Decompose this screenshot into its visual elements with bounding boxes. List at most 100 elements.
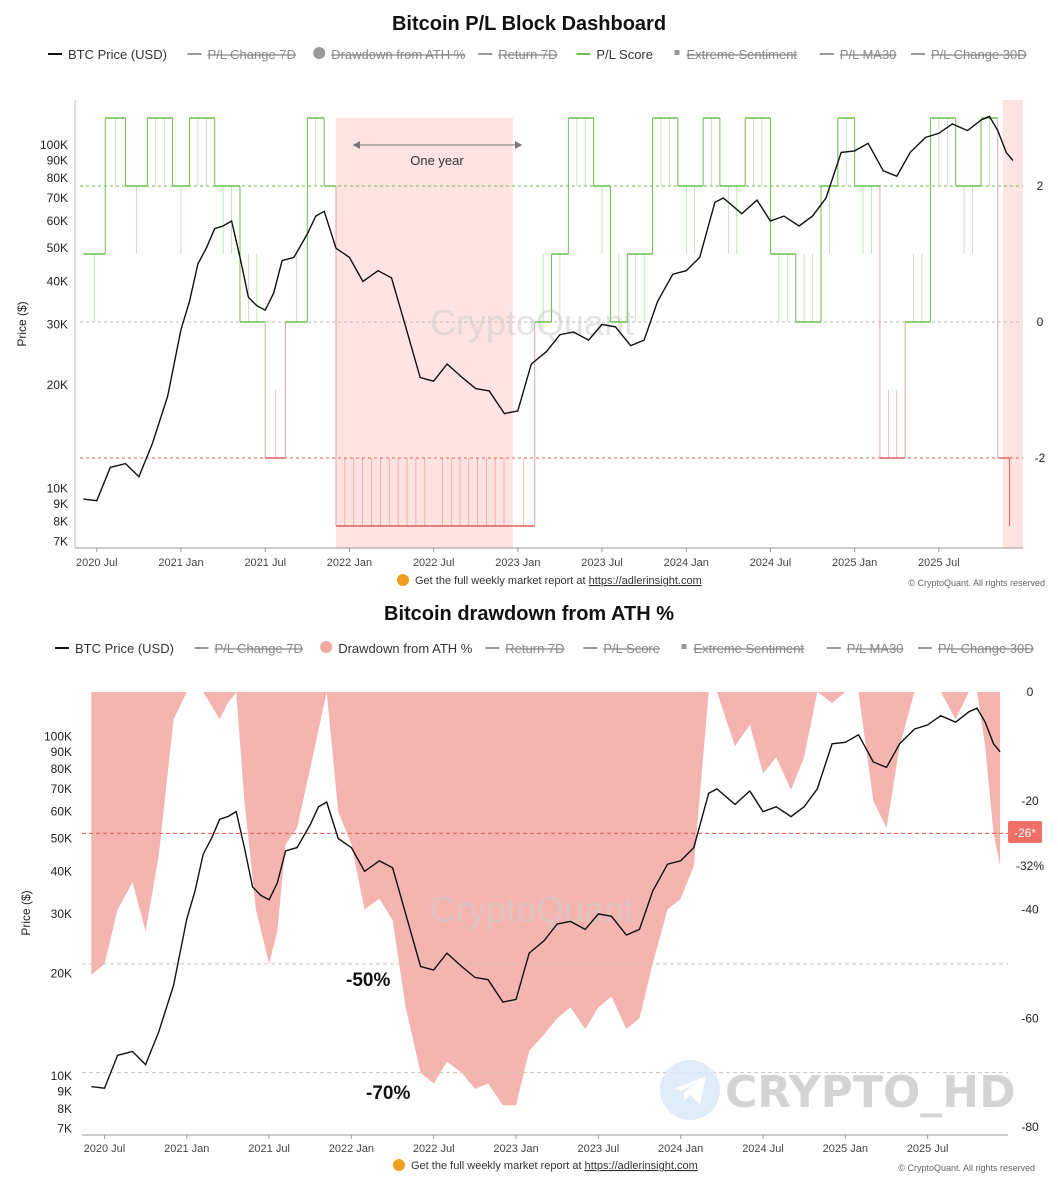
y-tick-label: 8K xyxy=(57,1102,72,1116)
y-tick-label: 30K xyxy=(51,907,72,921)
bottom-footer-text: Get the full weekly market report at htt… xyxy=(411,1160,698,1172)
brand-text: CRYPTO_HD xyxy=(725,1067,1016,1118)
y-tick-label: 40K xyxy=(47,274,68,288)
top-legend-item-0[interactable]: BTC Price (USD) xyxy=(68,47,167,62)
top-legend-item-5[interactable]: Extreme Sentiment xyxy=(687,47,798,62)
report-coin-icon xyxy=(397,574,409,586)
top-legend-item-6[interactable]: P/L MA30 xyxy=(840,47,897,62)
bottom-legend-square-icon xyxy=(681,644,687,649)
bottom-chart-title: Bitcoin drawdown from ATH % xyxy=(384,603,674,625)
x-tick-label: 2024 Jan xyxy=(658,1143,703,1155)
y2-tick-label: -20 xyxy=(1021,794,1039,808)
current-drawdown-badge: -26* xyxy=(1008,821,1042,843)
top-x-ticks: 2020 Jul 2021 Jan 2021 Jul 2022 Jan 2022 Jul… xyxy=(76,548,960,569)
x-tick-label: 2022 Jan xyxy=(327,557,372,569)
x-tick-label: 2022 Jul xyxy=(413,557,455,569)
bottom-legend-item-4[interactable]: P/L Score xyxy=(603,641,660,656)
bottom-legend-item-3[interactable]: Return 7D xyxy=(505,641,564,656)
y2-tick-label: 2 xyxy=(1037,179,1044,193)
one-year-highlight xyxy=(335,118,513,548)
y-tick-label: 70K xyxy=(47,191,68,205)
minus-70-annotation: -70% xyxy=(366,1083,410,1104)
y-tick-label: 9K xyxy=(57,1084,72,1098)
x-tick-label: 2024 Jul xyxy=(742,1143,784,1155)
y-tick-label: 10K xyxy=(47,481,68,495)
bottom-footer-link[interactable]: https://adlerinsight.com xyxy=(585,1160,698,1172)
y-tick-label: 7K xyxy=(57,1122,72,1136)
y-tick-label: 10K xyxy=(51,1069,72,1083)
top-legend-item-4[interactable]: P/L Score xyxy=(596,47,653,62)
x-tick-label: 2023 Jul xyxy=(581,557,623,569)
arrow-left-icon xyxy=(353,141,360,149)
top-legend-dot-icon xyxy=(313,47,326,59)
y-tick-label: 70K xyxy=(51,782,72,796)
y2-tick-label: -80 xyxy=(1021,1120,1039,1134)
drawdown-area xyxy=(91,692,1001,1106)
one-year-label: One year xyxy=(410,153,464,168)
top-legend-square-icon xyxy=(674,50,680,55)
top-footer-text: Get the full weekly market report at htt… xyxy=(415,575,702,587)
top-chart-title: Bitcoin P/L Block Dashboard xyxy=(392,13,666,35)
y-tick-label: 9K xyxy=(53,497,68,511)
arrow-right-icon xyxy=(515,141,522,149)
bottom-copyright: © CryptoQuant. All rights reserved xyxy=(898,1163,1035,1173)
y2-tick-label: 0 xyxy=(1037,315,1044,329)
top-plot-area: CryptoQuant One year xyxy=(75,100,1023,548)
y-tick-label: 90K xyxy=(51,745,72,759)
top-watermark: CryptoQuant xyxy=(430,302,634,343)
top-legend-item-3[interactable]: Return 7D xyxy=(498,47,557,62)
top-legend: BTC Price (USD) P/L Change 7D Drawdown fro… xyxy=(48,47,1027,62)
bottom-legend: BTC Price (USD) P/L Change 7D Drawdown fro… xyxy=(55,641,1034,656)
y2-tick-label: -60 xyxy=(1021,1011,1039,1025)
recent-highlight xyxy=(1002,100,1023,548)
x-tick-label: 2025 Jan xyxy=(823,1143,868,1155)
bottom-plot-area: CryptoQuant -50% -70% CRYPTO_HD xyxy=(82,692,1016,1135)
bottom-legend-item-6[interactable]: P/L MA30 xyxy=(847,641,904,656)
y2-tick-label: -2 xyxy=(1035,451,1046,465)
bottom-legend-item-7[interactable]: P/L Change 30D xyxy=(938,641,1034,656)
crypto-hd-brand: CRYPTO_HD xyxy=(660,1060,1016,1120)
y-tick-label: 7K xyxy=(53,534,68,548)
top-footer-link[interactable]: https://adlerinsight.com xyxy=(589,575,702,587)
bottom-btc-price-line xyxy=(91,707,1001,1089)
top-legend-item-7[interactable]: P/L Change 30D xyxy=(931,47,1027,62)
report-coin-icon-bottom xyxy=(393,1159,405,1171)
y-tick-label: 100K xyxy=(44,729,72,743)
bottom-y-axis-title: Price ($) xyxy=(19,890,33,935)
top-btc-price-line xyxy=(83,115,1014,502)
x-tick-label: 2023 Jan xyxy=(493,1143,538,1155)
badge-background xyxy=(1008,821,1042,843)
paper-plane-icon xyxy=(674,1076,706,1104)
top-legend-item-2[interactable]: Drawdown from ATH % xyxy=(331,47,466,62)
y-tick-label: 50K xyxy=(47,241,68,255)
top-copyright: © CryptoQuant. All rights reserved xyxy=(908,578,1045,588)
bottom-legend-item-2[interactable]: Drawdown from ATH % xyxy=(338,641,473,656)
x-tick-label: 2022 Jan xyxy=(329,1143,374,1155)
bottom-legend-item-1[interactable]: P/L Change 7D xyxy=(215,641,303,656)
x-tick-label: 2021 Jan xyxy=(164,1143,209,1155)
y-tick-label: 90K xyxy=(47,153,68,167)
x-tick-label: 2021 Jan xyxy=(158,557,203,569)
y-tick-label: 8K xyxy=(53,515,68,529)
y-tick-label: 100K xyxy=(40,138,68,152)
x-tick-label: 2020 Jul xyxy=(84,1143,126,1155)
y-tick-label: 80K xyxy=(51,762,72,776)
bottom-watermark: CryptoQuant xyxy=(430,889,634,930)
bottom-legend-item-5[interactable]: Extreme Sentiment xyxy=(694,641,805,656)
y2-tick-label: 0 xyxy=(1027,685,1034,699)
x-tick-label: 2023 Jul xyxy=(578,1143,620,1155)
minus-50-annotation: -50% xyxy=(346,970,390,991)
x-tick-label: 2025 Jan xyxy=(832,557,877,569)
bottom-legend-item-0[interactable]: BTC Price (USD) xyxy=(75,641,174,656)
bottom-reference-lines xyxy=(82,832,1008,1074)
y-tick-label: 20K xyxy=(47,378,68,392)
top-plot-background xyxy=(75,100,1023,548)
bottom-y2-ticks: 0 -20 -32% -40 -60 -80 xyxy=(1016,685,1044,1134)
badge-value: -26* xyxy=(1014,826,1036,840)
y2-tick-label: -32% xyxy=(1016,859,1044,873)
top-legend-item-1[interactable]: P/L Change 7D xyxy=(208,47,296,62)
